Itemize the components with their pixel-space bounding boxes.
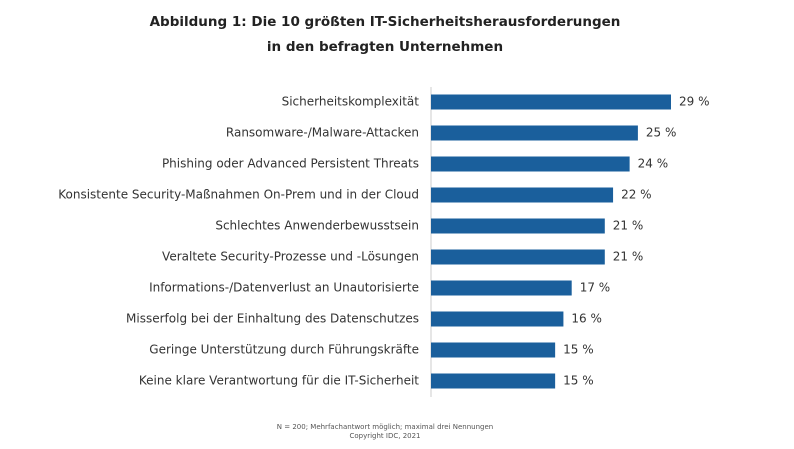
value-label: 15 % <box>563 343 594 357</box>
category-label: Sicherheitskomplexität <box>282 95 420 109</box>
value-label: 25 % <box>646 126 677 140</box>
footnote: Copyright IDC, 2021 <box>349 432 420 440</box>
bar <box>431 311 564 327</box>
footnote: N = 200; Mehrfachantwort möglich; maxima… <box>277 423 493 431</box>
bar <box>431 249 605 265</box>
category-label: Phishing oder Advanced Persistent Threat… <box>162 157 419 171</box>
category-label: Geringe Unterstützung durch Führungskräf… <box>149 343 419 357</box>
bar <box>431 342 556 358</box>
bar <box>431 94 671 110</box>
value-label: 29 % <box>679 95 710 109</box>
category-label: Schlechtes Anwenderbewusstsein <box>215 219 419 233</box>
bar <box>431 156 630 172</box>
category-label: Misserfolg bei der Einhaltung des Datens… <box>126 312 419 326</box>
value-label: 22 % <box>621 188 652 202</box>
bar <box>431 373 556 389</box>
category-label: Informations-/Datenverlust an Unautorisi… <box>149 281 419 295</box>
bar <box>431 187 614 203</box>
category-label: Ransomware-/Malware-Attacken <box>226 126 419 140</box>
value-label: 24 % <box>638 157 669 171</box>
category-label: Veraltete Security-Prozesse und -Lösunge… <box>162 250 419 264</box>
value-label: 17 % <box>580 281 611 295</box>
bar <box>431 125 638 141</box>
chart-title: Abbildung 1: Die 10 größten IT-Sicherhei… <box>150 14 621 30</box>
chart-title: in den befragten Unternehmen <box>267 39 503 55</box>
value-label: 15 % <box>563 374 594 388</box>
category-label: Konsistente Security-Maßnahmen On-Prem u… <box>58 188 419 202</box>
bar <box>431 280 572 296</box>
value-label: 21 % <box>613 250 644 264</box>
category-label: Keine klare Verantwortung für die IT-Sic… <box>139 374 419 388</box>
value-label: 16 % <box>571 312 602 326</box>
value-label: 21 % <box>613 219 644 233</box>
bar <box>431 218 605 234</box>
